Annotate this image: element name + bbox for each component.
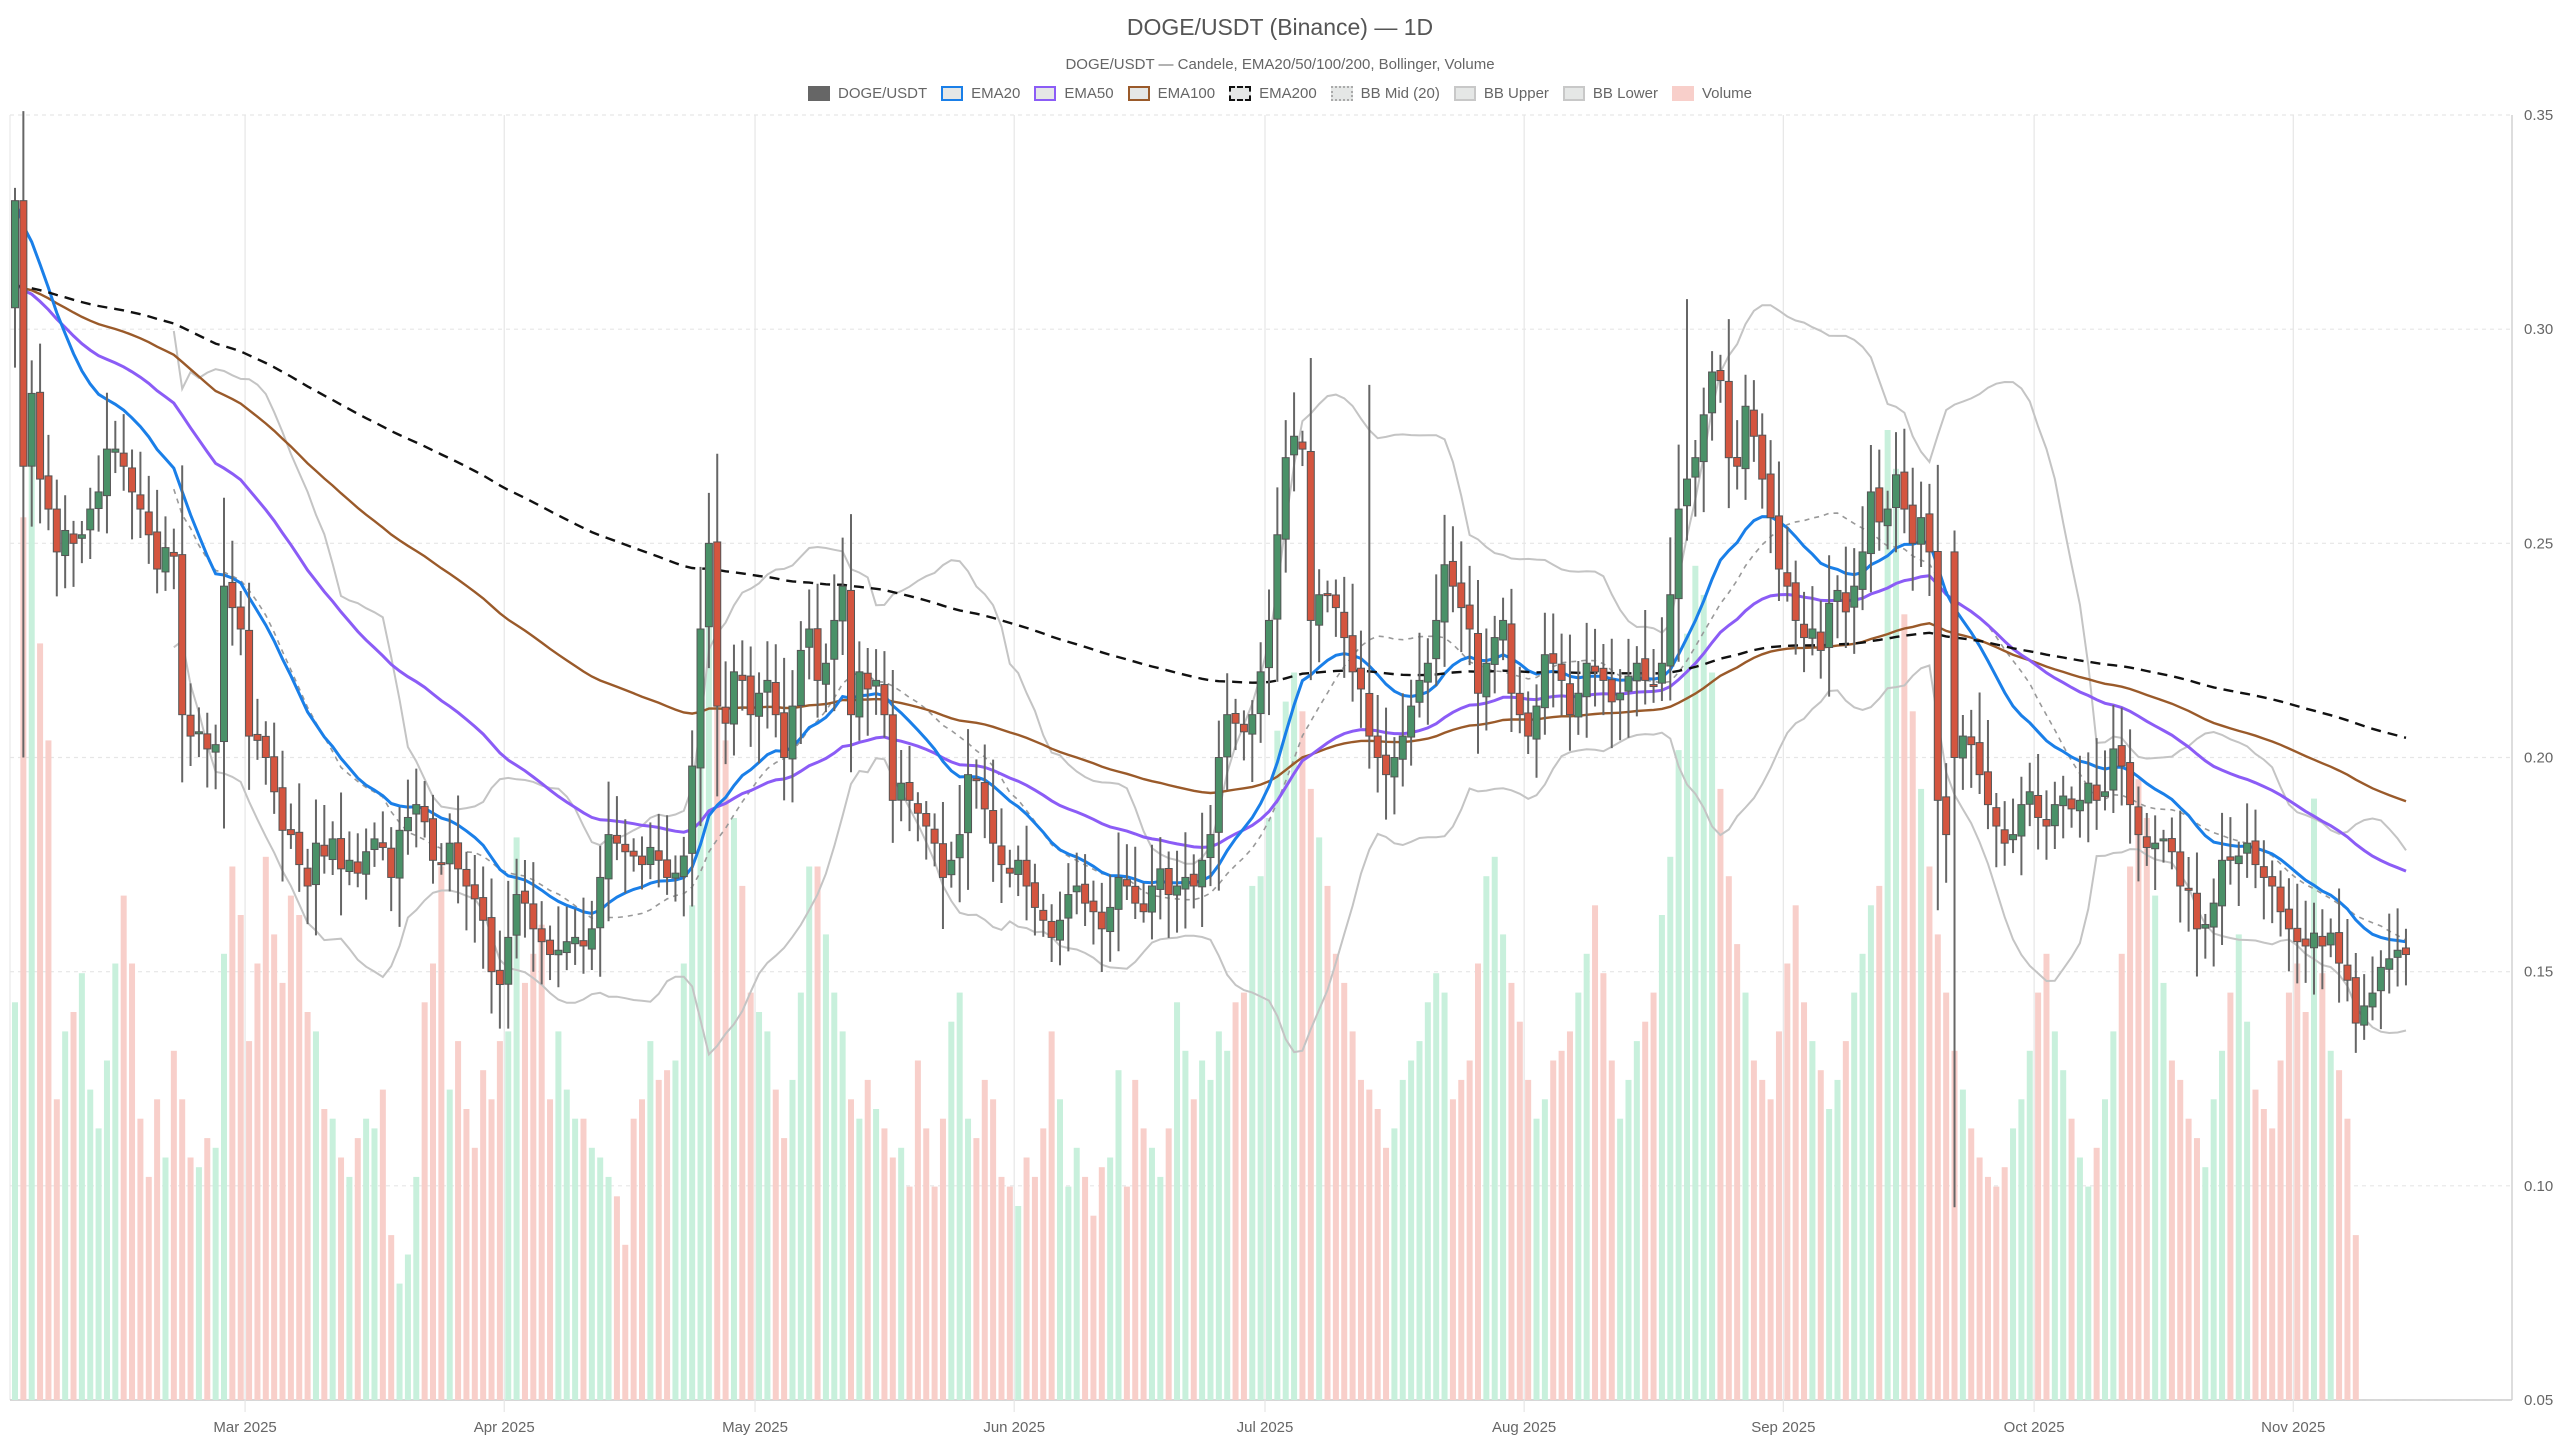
svg-text:Jun 2025: Jun 2025: [983, 1419, 1045, 1436]
legend-swatch: [941, 86, 964, 101]
legend-label: BB Mid (20): [1360, 85, 1440, 102]
chart-legend: DOGE/USDT EMA20 EMA50 EMA100 EMA200 BB Mid (2…: [0, 85, 2560, 102]
legend-item-doge-usdt[interactable]: DOGE/USDT: [807, 85, 928, 102]
svg-text:0.20: 0.20: [2524, 750, 2553, 767]
svg-text:0.05: 0.05: [2524, 1392, 2553, 1409]
legend-item-bb-upper[interactable]: BB Upper: [1453, 85, 1549, 102]
svg-text:Jul 2025: Jul 2025: [1237, 1419, 1294, 1436]
legend-item-ema200[interactable]: EMA200: [1229, 85, 1317, 102]
legend-label: EMA50: [1064, 85, 1114, 102]
legend-swatch: [1453, 86, 1476, 101]
legend-label: BB Upper: [1483, 85, 1549, 102]
legend-item-ema50[interactable]: EMA50: [1034, 85, 1114, 102]
svg-text:0.15: 0.15: [2524, 964, 2553, 981]
legend-item-volume[interactable]: Volume: [1671, 85, 1753, 102]
svg-text:May 2025: May 2025: [722, 1419, 788, 1436]
legend-item-bb-mid-20[interactable]: BB Mid (20): [1330, 85, 1440, 102]
svg-text:0.10: 0.10: [2524, 1178, 2553, 1195]
svg-text:Aug 2025: Aug 2025: [1492, 1419, 1556, 1436]
bb-lower-line: [173, 639, 2407, 1057]
legend-item-ema20[interactable]: EMA20: [941, 85, 1020, 102]
y-axis: 0.35 0.30 0.25 0.20 0.15 0.10 0.05: [2524, 107, 2553, 1409]
legend-label: BB Lower: [1592, 85, 1658, 102]
legend-swatch: [1671, 86, 1694, 101]
legend-label: EMA100: [1157, 85, 1216, 102]
ema50-line: [14, 281, 2407, 873]
ema200-line: [14, 284, 2407, 739]
svg-text:Apr 2025: Apr 2025: [474, 1419, 535, 1436]
svg-text:Nov 2025: Nov 2025: [2261, 1419, 2325, 1436]
svg-text:0.25: 0.25: [2524, 535, 2553, 552]
legend-swatch: [1562, 86, 1585, 101]
legend-label: Volume: [1701, 85, 1753, 102]
legend-swatch: [1330, 86, 1353, 101]
legend-swatch: [1229, 86, 1252, 101]
chart-title: DOGE/USDT (Binance) — 1D: [1126, 14, 1434, 40]
svg-text:0.35: 0.35: [2524, 107, 2553, 124]
legend-swatch: [807, 86, 830, 101]
ema100-line: [14, 283, 2407, 803]
legend-swatch: [1127, 86, 1150, 101]
candlesticks: [11, 111, 2410, 1208]
legend-label: EMA200: [1259, 85, 1317, 102]
svg-text:Mar 2025: Mar 2025: [213, 1419, 276, 1436]
volume-bars: [12, 430, 2359, 1400]
legend-item-ema100[interactable]: EMA100: [1127, 85, 1216, 102]
legend-label: DOGE/USDT: [837, 85, 928, 102]
legend-swatch: [1034, 86, 1057, 101]
svg-text:0.30: 0.30: [2524, 321, 2553, 338]
chart-subtitle: DOGE/USDT — Candele, EMA20/50/100/200, B…: [1065, 56, 1495, 73]
legend-item-bb-lower[interactable]: BB Lower: [1562, 85, 1658, 102]
svg-text:Oct 2025: Oct 2025: [2004, 1419, 2065, 1436]
legend-label: EMA20: [971, 85, 1021, 102]
x-axis: Mar 2025 Apr 2025 May 2025 Jun 2025 Jul 2025…: [213, 1419, 2325, 1436]
svg-text:Sep 2025: Sep 2025: [1751, 1419, 1815, 1436]
